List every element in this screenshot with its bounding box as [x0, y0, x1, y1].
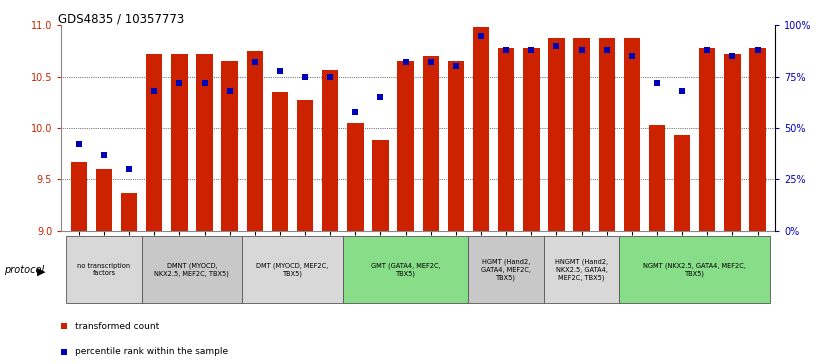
Text: HNGMT (Hand2,
NKX2.5, GATA4,
MEF2C, TBX5): HNGMT (Hand2, NKX2.5, GATA4, MEF2C, TBX5… — [555, 258, 608, 281]
Bar — [423, 56, 439, 231]
Bar — [448, 61, 464, 231]
Point — [575, 47, 588, 53]
Point — [625, 53, 638, 59]
Point — [198, 80, 211, 86]
Bar — [725, 54, 741, 231]
Point — [148, 88, 161, 94]
Bar — [599, 38, 615, 231]
Bar — [498, 48, 514, 231]
Bar — [242, 236, 343, 303]
Point — [57, 323, 70, 329]
Point — [97, 152, 110, 158]
Bar — [322, 69, 339, 231]
Point — [601, 47, 614, 53]
Text: no transcription
factors: no transcription factors — [78, 263, 131, 276]
Bar — [548, 38, 565, 231]
Bar — [544, 236, 619, 303]
Bar — [347, 123, 363, 231]
Bar — [142, 236, 242, 303]
Text: percentile rank within the sample: percentile rank within the sample — [75, 347, 228, 356]
Point — [348, 109, 361, 114]
Bar — [221, 61, 237, 231]
Bar — [468, 236, 544, 303]
Bar — [574, 38, 590, 231]
Bar — [95, 169, 112, 231]
Text: protocol: protocol — [4, 265, 44, 276]
Bar — [699, 48, 716, 231]
Bar — [343, 236, 468, 303]
Point — [57, 348, 70, 354]
Point — [525, 47, 538, 53]
Bar — [523, 48, 539, 231]
Bar — [171, 54, 188, 231]
Bar — [272, 92, 288, 231]
Text: transformed count: transformed count — [75, 322, 160, 331]
Bar — [372, 140, 388, 231]
Bar — [749, 48, 765, 231]
Point — [399, 60, 412, 65]
Text: DMNT (MYOCD,
NKX2.5, MEF2C, TBX5): DMNT (MYOCD, NKX2.5, MEF2C, TBX5) — [154, 262, 229, 277]
Point — [273, 68, 286, 73]
Text: NGMT (NKX2.5, GATA4, MEF2C,
TBX5): NGMT (NKX2.5, GATA4, MEF2C, TBX5) — [643, 262, 746, 277]
Point — [324, 74, 337, 79]
Text: GDS4835 / 10357773: GDS4835 / 10357773 — [58, 12, 184, 25]
Point — [374, 94, 387, 100]
Point — [223, 88, 236, 94]
Text: ▶: ▶ — [37, 266, 45, 277]
Bar — [674, 135, 690, 231]
Point — [499, 47, 512, 53]
Point — [650, 80, 663, 86]
Bar — [121, 192, 137, 231]
Point — [73, 142, 86, 147]
Bar — [473, 28, 490, 231]
Point — [122, 166, 135, 172]
Point — [751, 47, 764, 53]
Point — [475, 33, 488, 38]
Point — [676, 88, 689, 94]
Point — [701, 47, 714, 53]
Text: HGMT (Hand2,
GATA4, MEF2C,
TBX5): HGMT (Hand2, GATA4, MEF2C, TBX5) — [481, 258, 531, 281]
Text: GMT (GATA4, MEF2C,
TBX5): GMT (GATA4, MEF2C, TBX5) — [370, 262, 441, 277]
Point — [726, 53, 739, 59]
Bar — [71, 162, 87, 231]
Point — [299, 74, 312, 79]
Bar — [146, 54, 162, 231]
Text: DMT (MYOCD, MEF2C,
TBX5): DMT (MYOCD, MEF2C, TBX5) — [256, 262, 329, 277]
Point — [248, 60, 261, 65]
Bar — [197, 54, 213, 231]
Bar — [619, 236, 770, 303]
Bar — [66, 236, 142, 303]
Point — [450, 64, 463, 69]
Point — [173, 80, 186, 86]
Bar — [297, 100, 313, 231]
Point — [550, 43, 563, 49]
Bar — [397, 61, 414, 231]
Bar — [623, 38, 640, 231]
Bar — [649, 125, 665, 231]
Bar — [246, 51, 263, 231]
Point — [424, 60, 437, 65]
